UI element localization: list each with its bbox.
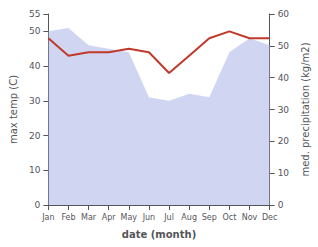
svg-text:Mar: Mar [81,213,97,222]
svg-text:Nov: Nov [242,213,258,222]
svg-text:Jan: Jan [41,213,54,222]
svg-text:40: 40 [278,73,290,83]
svg-text:Feb: Feb [61,213,75,222]
svg-text:20: 20 [278,136,290,146]
svg-text:Oct: Oct [222,213,236,222]
svg-text:May: May [121,213,138,222]
svg-text:50: 50 [29,26,41,36]
svg-text:40: 40 [29,61,41,71]
svg-text:date (month): date (month) [122,229,196,240]
svg-text:30: 30 [278,105,290,115]
svg-text:50: 50 [278,41,290,51]
svg-text:10: 10 [278,168,290,178]
svg-text:Dec: Dec [262,213,277,222]
svg-text:Apr: Apr [102,213,117,222]
svg-text:10: 10 [29,165,41,175]
svg-text:0: 0 [278,200,284,210]
svg-text:med. precipitation (kg/m2): med. precipitation (kg/m2) [300,42,311,176]
svg-text:55: 55 [29,9,40,19]
svg-text:0: 0 [35,200,41,210]
svg-text:Jul: Jul [163,213,174,222]
svg-text:max temp (C): max temp (C) [8,75,19,144]
svg-text:30: 30 [29,96,41,106]
svg-text:Jun: Jun [142,213,156,222]
svg-text:Sep: Sep [202,213,217,222]
svg-text:Aug: Aug [181,213,197,222]
svg-text:60: 60 [278,9,290,19]
svg-text:20: 20 [29,131,41,141]
